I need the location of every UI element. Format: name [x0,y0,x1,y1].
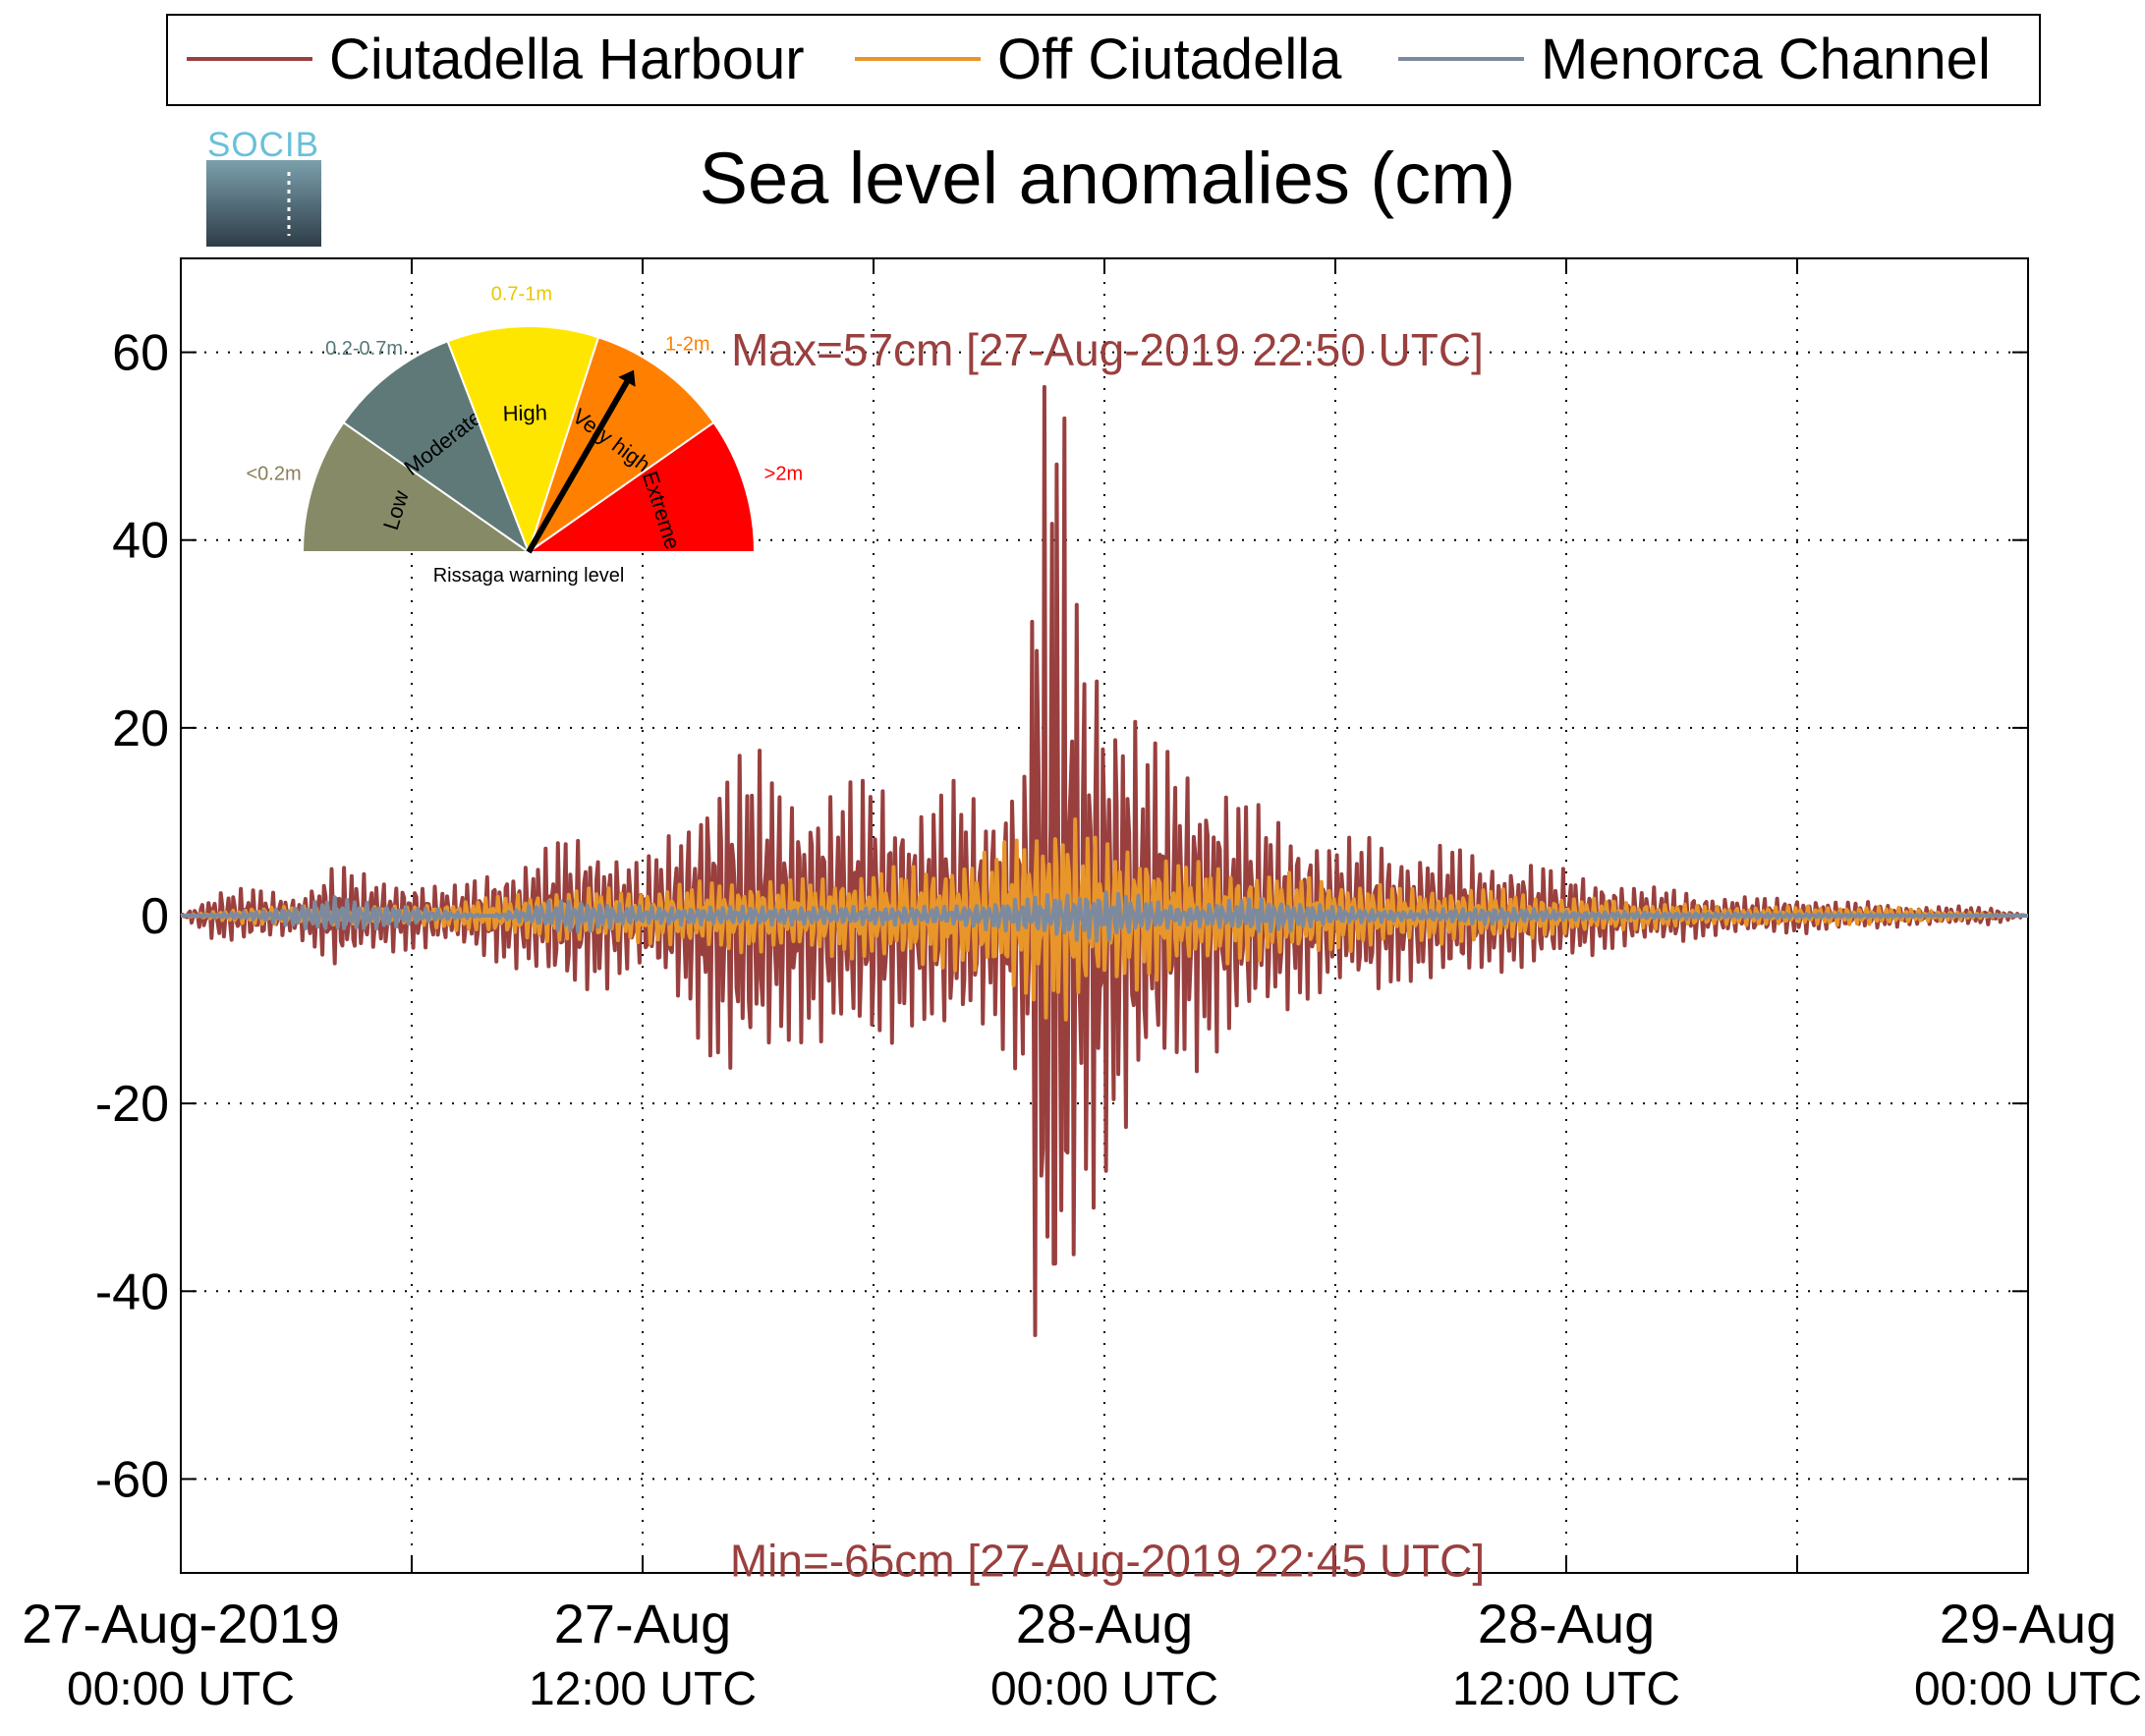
x-tick-label-time: 00:00 UTC [1914,1663,2142,1715]
gauge-segment [525,420,757,553]
min-annotation: Min=-65cm [27-Aug-2019 22:45 UTC] [730,1536,1485,1587]
x-tick-label-date: 28-Aug [1016,1593,1194,1654]
max-annotation: Max=57cm [27-Aug-2019 22:50 UTC] [731,324,1484,375]
y-tick-label: 40 [112,513,169,570]
logo-text: SOCIB [207,126,319,164]
x-tick-label-time: 12:00 UTC [1452,1663,1680,1715]
legend-label: Ciutadella Harbour [329,28,805,91]
gauge-segment-label: High [502,400,547,425]
legend: Ciutadella Harbour Off Ciutadella Menorca … [166,14,2041,106]
x-tick-label-time: 00:00 UTC [990,1663,1218,1715]
y-tick-label: 60 [112,325,169,382]
gauge-range-label: 1-2m [665,334,710,356]
chart-title: Sea level anomalies (cm) [700,138,1516,219]
x-tick-label-time: 12:00 UTC [529,1663,757,1715]
y-tick-label: 20 [112,700,169,757]
gauge-needle [526,380,630,554]
x-tick-label-date: 29-Aug [1940,1593,2117,1654]
y-tick-label: -40 [95,1263,169,1320]
legend-label: Menorca Channel [1541,28,1991,91]
legend-label: Off Ciutadella [997,28,1342,91]
x-tick-label-time: 00:00 UTC [67,1663,295,1715]
socib-logo: SOCIB [206,126,321,247]
series-layer [179,384,2029,1337]
gauge-segment [301,420,533,553]
gauge-needle-arrowhead [618,369,636,387]
series-line-2 [180,890,2029,943]
y-tick-label: -60 [95,1451,169,1508]
y-tick-label: -20 [95,1076,169,1133]
y-tick-label: 0 [141,888,169,945]
x-tick-label-date: 28-Aug [1478,1593,1656,1654]
gauge-range-label: >2m [764,463,803,484]
gauge-range-label: <0.2m [247,463,302,484]
legend-box [166,14,2041,106]
gauge-caption: Rissaga warning level [433,565,625,587]
gauge-segment [342,339,532,555]
gauge-range-label: 0.7-1m [491,283,552,305]
gauge-segment [527,335,715,555]
gauge-segment [446,325,600,555]
annotations: Max=57cm [27-Aug-2019 22:50 UTC] Min=-65c… [730,324,1485,1587]
x-tick-label-date: 27-Aug [554,1593,732,1654]
x-axis: 27-Aug-2019 00:00 UTC 27-Aug 12:00 UTC 28-Au… [22,258,2142,1715]
x-tick-label-date: 27-Aug-2019 [22,1593,340,1654]
gauge-range-label: 0.2-0.7m [325,338,403,360]
y-axis: -60 -40 -20 0 20 40 60 [95,325,2028,1508]
